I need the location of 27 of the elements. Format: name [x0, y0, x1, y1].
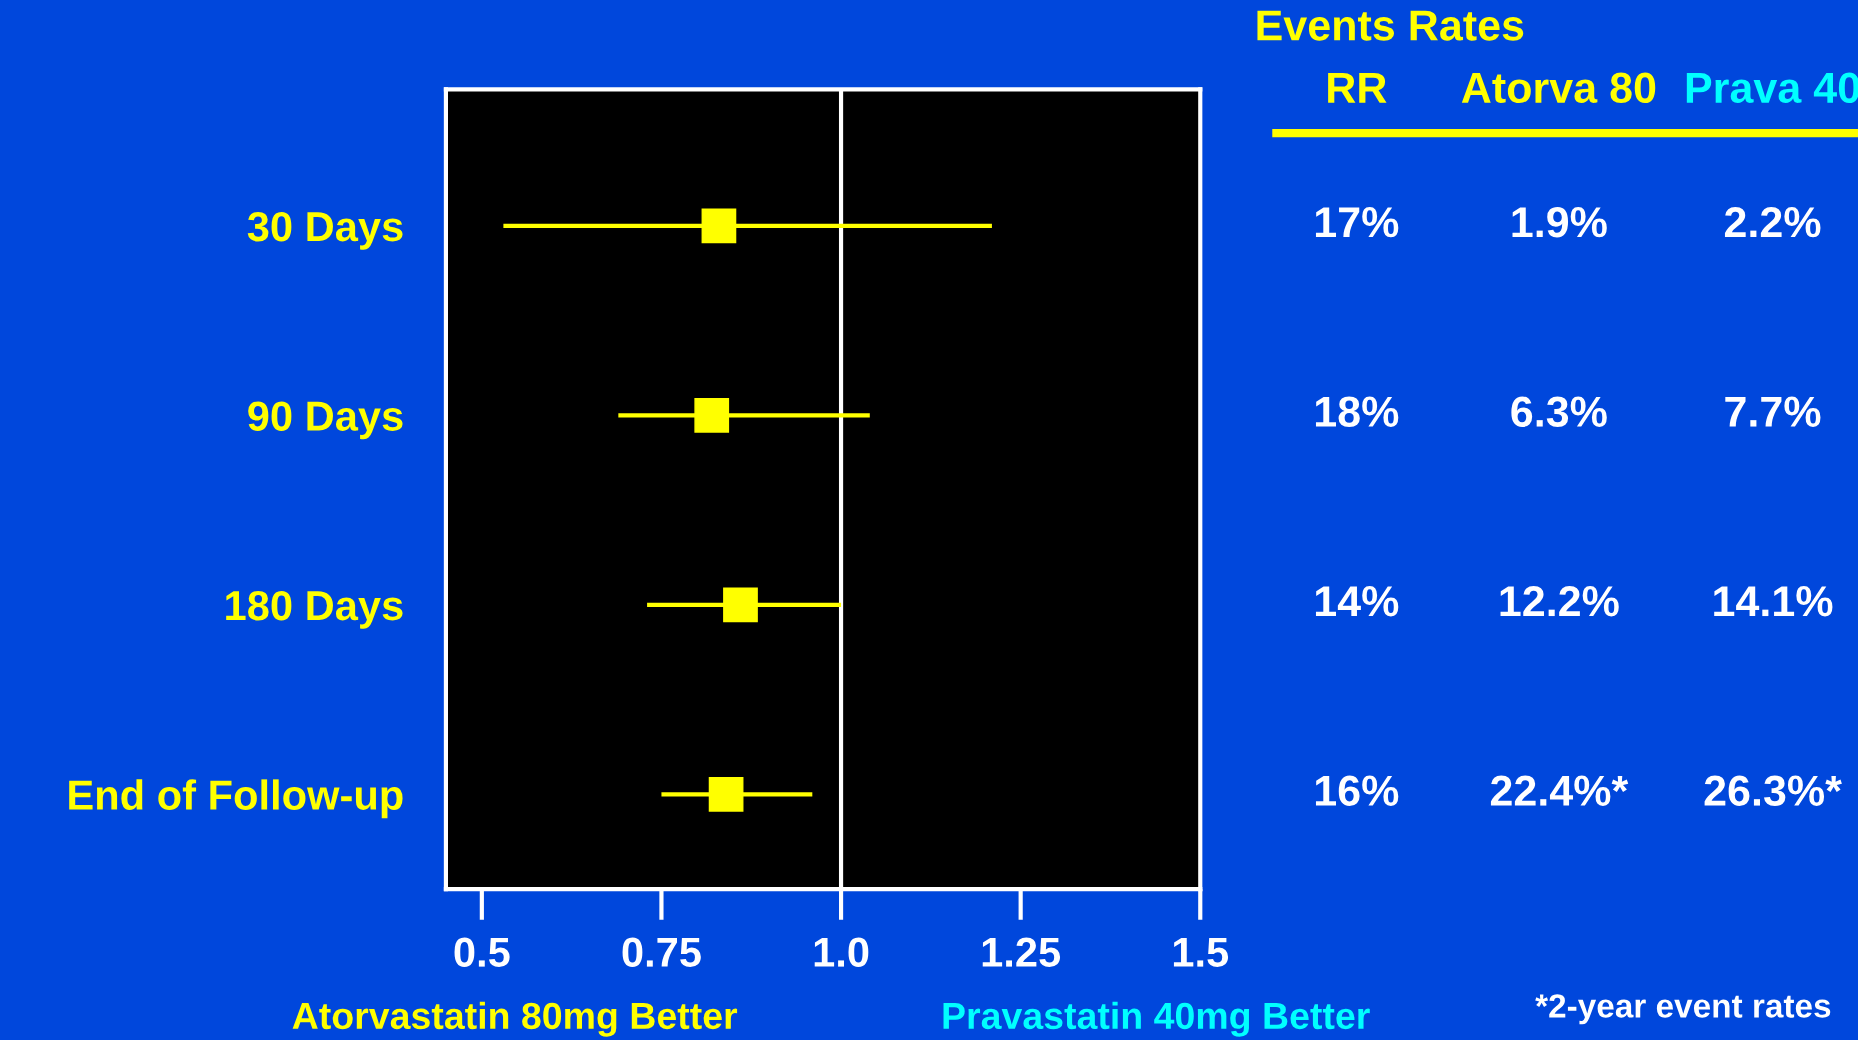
text: 14%: [1315, 586, 1399, 617]
x-tick-label: 0.75: [622, 937, 701, 968]
text: *2-year event rates: [1535, 994, 1831, 1025]
x-tick-label: 0.5: [454, 937, 510, 968]
y-tick-label: 90 Days: [248, 401, 403, 440]
x-tick-label: 1.25: [982, 937, 1061, 968]
text: 14.1%: [1714, 586, 1833, 617]
text: Events Rates: [1257, 10, 1524, 41]
text: RR: [1328, 73, 1387, 103]
x-tick-label: 1.5: [1173, 937, 1229, 968]
text: 7.7%: [1725, 396, 1821, 427]
text: 16%: [1315, 775, 1399, 806]
text: Atorvastatin 80mg Better: [292, 1001, 738, 1037]
y-tick-label: 180 Days: [226, 590, 403, 629]
text: Atorva 80: [1461, 72, 1656, 104]
text: 12.2%: [1500, 585, 1619, 617]
text: 1.9%: [1512, 206, 1607, 238]
text: Pravastatin 40mg Better: [943, 1001, 1370, 1037]
y-tick-label: End of Follow-up: [69, 779, 403, 819]
text: 17%: [1315, 207, 1399, 238]
text: 6.3%: [1511, 396, 1607, 428]
text: 26.3%*: [1704, 775, 1842, 807]
text: 2.2%: [1724, 206, 1821, 238]
text: 18%: [1315, 396, 1399, 427]
x-tick-label: 1.0: [814, 937, 869, 968]
y-tick-label: 30 Days: [247, 211, 403, 250]
text: 22.4%*: [1490, 775, 1629, 806]
